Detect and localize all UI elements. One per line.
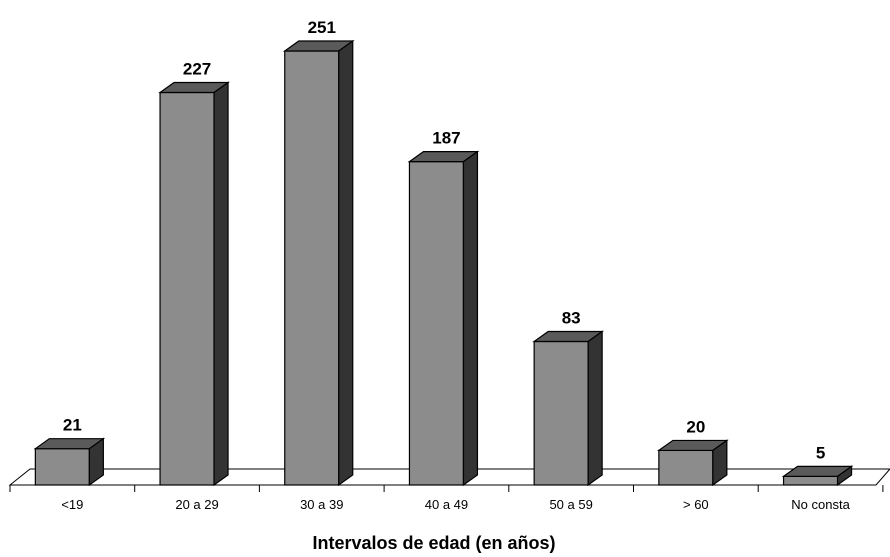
bar-2 <box>158 81 230 487</box>
bar-4 <box>407 150 480 487</box>
bar-side <box>836 465 853 487</box>
bar-front <box>159 91 215 486</box>
category-label: 40 a 49 <box>425 497 468 512</box>
bar-side <box>462 150 479 487</box>
category-label: 30 a 39 <box>300 497 343 512</box>
bars-group <box>33 39 854 487</box>
bar-front <box>34 448 90 486</box>
value-label: 21 <box>63 416 82 435</box>
value-label: 227 <box>183 59 211 78</box>
value-label: 187 <box>432 129 460 148</box>
bar-side <box>587 330 603 487</box>
bar-side <box>338 39 354 487</box>
x-axis-label: Intervalos de edad (en años) <box>312 533 555 553</box>
bar-front <box>658 449 714 486</box>
bar-side <box>213 81 229 487</box>
bar-side <box>712 439 728 487</box>
bar-side <box>88 437 104 487</box>
category-label: <19 <box>61 497 83 512</box>
value-label: 5 <box>816 443 825 462</box>
bar-3 <box>282 39 355 487</box>
bar-front <box>408 161 465 486</box>
category-label: 20 a 29 <box>175 497 218 512</box>
category-label: > 60 <box>683 497 709 512</box>
bar-front <box>533 340 589 486</box>
bar-5 <box>532 330 605 487</box>
category-label: 50 a 59 <box>549 497 592 512</box>
tick-labels-group: 21 <19 227 20 a 29 251 30 a 39 187 40 a 49 83 50 … <box>61 18 850 512</box>
bar-front <box>782 475 839 486</box>
bar-6 <box>656 439 729 487</box>
value-label: 20 <box>686 417 705 436</box>
bar-1 <box>33 437 106 487</box>
value-label: 251 <box>308 18 336 37</box>
bar-7 <box>781 465 854 487</box>
x-axis-ticks <box>9 485 884 492</box>
value-label: 83 <box>562 308 581 327</box>
bar-front <box>284 50 340 486</box>
category-label: No consta <box>791 497 850 512</box>
